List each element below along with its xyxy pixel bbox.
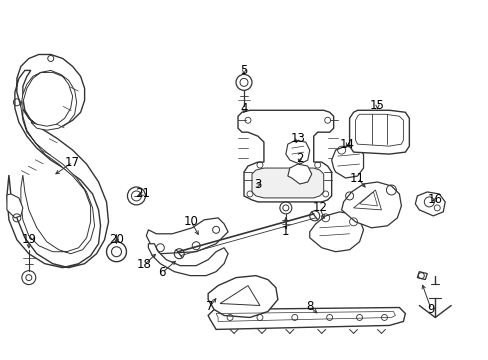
Text: 19: 19 (21, 233, 36, 246)
Text: 21: 21 (135, 188, 150, 201)
Polygon shape (208, 276, 277, 318)
Text: 2: 2 (295, 152, 303, 165)
Polygon shape (416, 272, 427, 280)
Text: 11: 11 (349, 171, 365, 185)
Text: 8: 8 (305, 300, 313, 313)
Text: 4: 4 (240, 102, 247, 115)
Text: 3: 3 (254, 179, 261, 192)
Polygon shape (251, 168, 323, 198)
Text: 18: 18 (137, 258, 151, 271)
Text: 1: 1 (282, 225, 289, 238)
Polygon shape (287, 164, 311, 184)
Polygon shape (285, 140, 309, 164)
Polygon shape (309, 212, 363, 252)
Polygon shape (21, 71, 94, 254)
Polygon shape (148, 244, 227, 276)
Text: 15: 15 (369, 99, 384, 112)
Text: 16: 16 (427, 193, 442, 206)
Polygon shape (341, 182, 401, 228)
Polygon shape (208, 307, 405, 329)
Text: 5: 5 (240, 64, 247, 77)
Text: 7: 7 (206, 300, 213, 313)
Text: 20: 20 (109, 233, 123, 246)
Text: 17: 17 (65, 156, 80, 168)
Polygon shape (238, 110, 333, 202)
Text: 14: 14 (340, 138, 354, 150)
Polygon shape (414, 192, 444, 216)
Text: 13: 13 (290, 132, 305, 145)
Text: 6: 6 (158, 266, 166, 279)
Text: 10: 10 (183, 215, 198, 228)
Polygon shape (349, 110, 408, 154)
Polygon shape (146, 218, 227, 254)
Polygon shape (331, 146, 363, 178)
Polygon shape (7, 194, 23, 218)
Text: 9: 9 (427, 303, 434, 316)
Polygon shape (7, 54, 108, 268)
Text: 12: 12 (311, 201, 326, 215)
